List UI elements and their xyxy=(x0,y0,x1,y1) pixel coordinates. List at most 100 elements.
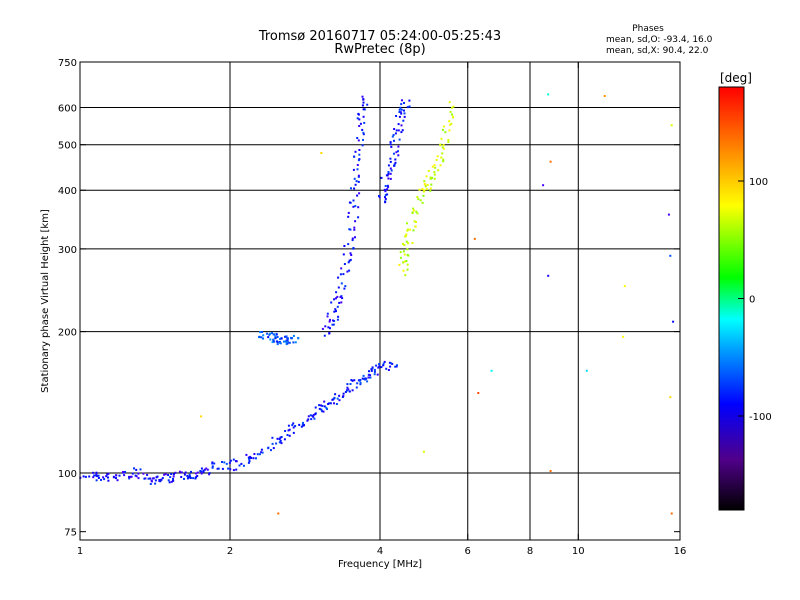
data-point xyxy=(283,438,286,441)
data-point xyxy=(371,367,374,370)
data-point xyxy=(200,472,203,475)
data-point xyxy=(413,220,416,223)
data-point xyxy=(194,477,197,480)
data-point xyxy=(208,472,211,475)
data-point xyxy=(335,403,338,405)
data-point xyxy=(326,408,328,410)
data-point xyxy=(403,109,405,112)
data-point xyxy=(353,177,356,180)
data-point xyxy=(351,239,354,242)
data-point xyxy=(103,478,106,481)
data-point xyxy=(186,477,189,480)
data-point xyxy=(93,474,96,477)
data-point xyxy=(354,205,357,208)
data-point xyxy=(107,479,110,482)
data-point xyxy=(309,414,312,417)
data-point xyxy=(292,431,295,434)
data-point xyxy=(347,215,350,218)
x-axis-ticks: 1 2 4 6 8 10 16 xyxy=(77,62,686,557)
data-point xyxy=(349,228,352,231)
data-point xyxy=(352,247,355,249)
data-point xyxy=(389,167,392,170)
data-point xyxy=(398,108,401,111)
data-point xyxy=(406,268,409,271)
data-point xyxy=(211,461,214,464)
data-point xyxy=(351,237,354,240)
data-point xyxy=(278,438,281,441)
data-point xyxy=(275,333,278,336)
data-point xyxy=(362,138,364,141)
data-point xyxy=(404,274,407,277)
data-point xyxy=(155,476,158,479)
data-point xyxy=(447,139,450,141)
data-point xyxy=(387,177,390,180)
data-point xyxy=(169,476,172,479)
data-point xyxy=(106,473,109,476)
data-point xyxy=(334,393,337,396)
data-point xyxy=(174,471,177,474)
data-point xyxy=(272,338,275,341)
data-point xyxy=(452,105,455,108)
data-point xyxy=(418,188,421,191)
data-point xyxy=(206,468,209,471)
data-point xyxy=(276,340,278,343)
data-point xyxy=(362,98,365,101)
data-point xyxy=(395,151,398,154)
data-point xyxy=(393,152,395,155)
data-point xyxy=(389,157,392,160)
data-point xyxy=(389,177,392,180)
data-point xyxy=(310,418,313,421)
data-point xyxy=(395,365,398,368)
data-point xyxy=(389,141,392,144)
data-point xyxy=(549,160,552,163)
data-point xyxy=(186,474,189,477)
data-point xyxy=(425,188,428,191)
data-point xyxy=(260,336,263,339)
data-point xyxy=(326,315,329,318)
data-point xyxy=(354,150,357,153)
data-point xyxy=(329,402,332,405)
data-point xyxy=(405,240,408,243)
data-point xyxy=(328,332,331,335)
x-axis-label: Frequency [MHz] xyxy=(338,559,422,570)
data-point xyxy=(359,122,362,125)
data-point xyxy=(336,295,339,298)
data-point xyxy=(386,193,389,196)
data-point xyxy=(368,370,370,373)
data-point xyxy=(356,117,359,120)
data-point xyxy=(335,297,337,300)
data-point xyxy=(229,459,232,462)
data-point xyxy=(202,469,205,472)
data-point xyxy=(358,192,361,195)
data-point xyxy=(549,470,552,472)
data-point xyxy=(356,137,359,139)
data-point xyxy=(395,115,398,117)
data-point xyxy=(326,312,329,315)
data-point xyxy=(417,198,420,201)
data-point xyxy=(332,323,335,326)
data-point xyxy=(276,343,279,346)
phase-info-header: Phases xyxy=(632,24,664,34)
data-point xyxy=(250,457,253,459)
data-point xyxy=(225,462,228,465)
data-point xyxy=(366,380,369,383)
data-point xyxy=(402,242,404,245)
data-point xyxy=(248,458,251,461)
data-point xyxy=(386,184,389,187)
data-point xyxy=(387,171,390,173)
data-point xyxy=(94,474,97,477)
data-point xyxy=(412,209,415,212)
data-point xyxy=(369,376,372,379)
data-point xyxy=(258,453,261,456)
data-point xyxy=(137,472,140,475)
data-point xyxy=(357,139,360,142)
data-point xyxy=(294,341,297,344)
data-point xyxy=(302,421,304,424)
data-point xyxy=(279,342,282,345)
data-point xyxy=(248,457,251,460)
data-point xyxy=(385,174,388,177)
data-point xyxy=(394,132,397,135)
data-point xyxy=(375,364,378,367)
data-point xyxy=(669,396,672,399)
data-point xyxy=(367,373,370,376)
